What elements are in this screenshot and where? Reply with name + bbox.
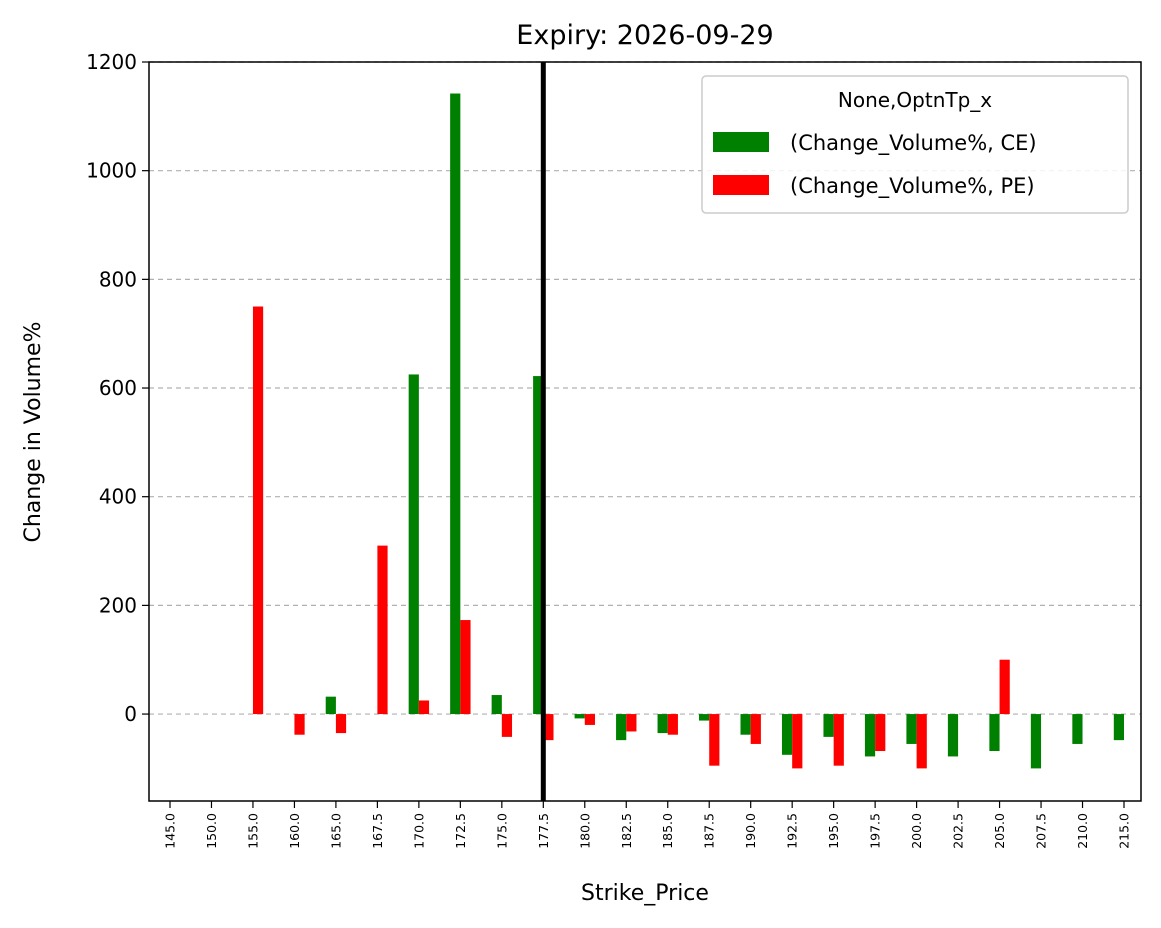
bar-pe-180.0 — [584, 714, 595, 725]
x-tick-label: 195.0 — [826, 813, 841, 849]
bar-ce-165.0 — [325, 696, 336, 715]
x-axis-label: Strike_Price — [581, 881, 709, 906]
bar-pe-175.0 — [501, 714, 513, 737]
bar-pe-182.5 — [626, 714, 637, 732]
bar-ce-195.0 — [823, 714, 834, 737]
x-tick-label: 202.5 — [951, 813, 966, 849]
legend-title: None,OptnTp_x — [838, 88, 992, 112]
x-tick-label: 197.5 — [868, 813, 883, 849]
legend-swatch-pe — [713, 175, 769, 195]
y-tick-label: 800 — [99, 267, 137, 291]
chart-title: Expiry: 2026-09-29 — [516, 20, 773, 51]
x-tick-label: 160.0 — [287, 813, 302, 849]
y-tick-label: 200 — [99, 593, 137, 617]
x-tick-label: 167.5 — [370, 813, 385, 849]
bar-pe-192.5 — [792, 714, 803, 769]
bar-ce-187.5 — [699, 714, 710, 721]
bar-ce-207.5 — [1030, 714, 1042, 769]
x-tick-label: 145.0 — [163, 813, 178, 849]
x-tick-label: 155.0 — [245, 813, 260, 849]
x-axis-ticks: 145.0 150.0 155.0 160.0 165.0 167.5 170.0 172.5… — [163, 801, 1132, 849]
x-tick-label: 192.5 — [785, 813, 800, 849]
bar-pe-170.0 — [418, 700, 430, 715]
x-tick-label: 180.0 — [577, 813, 592, 849]
bar-pe-190.0 — [750, 714, 761, 744]
x-tick-label: 205.0 — [992, 813, 1007, 849]
x-tick-label: 200.0 — [909, 813, 924, 849]
bar-ce-192.5 — [781, 714, 793, 755]
bar-ce-210.0 — [1072, 714, 1083, 744]
bar-pe-195.0 — [833, 714, 844, 766]
x-tick-label: 207.5 — [1034, 813, 1049, 849]
x-tick-label: 170.0 — [411, 813, 426, 849]
bar-pe-187.5 — [709, 714, 720, 766]
bar-ce-182.5 — [616, 714, 627, 741]
plot-frame — [148, 61, 1142, 802]
legend: None,OptnTp_x (Change_Volume%, CE) (Chan… — [701, 75, 1129, 214]
y-axis-ticks: 0 200 400 600 800 1000 1200 — [86, 50, 149, 726]
y-tick-label: 1000 — [86, 159, 137, 183]
x-tick-label: 165.0 — [328, 813, 343, 849]
x-tick-label: 172.5 — [453, 813, 468, 849]
bar-pe-177.5 — [543, 714, 554, 741]
y-tick-label: 600 — [99, 376, 137, 400]
bar-ce-215.0 — [1113, 714, 1124, 741]
bar-pe-197.5 — [875, 714, 886, 752]
bar-ce-177.5 — [533, 376, 544, 715]
bar-ce-202.5 — [947, 714, 959, 757]
bar-ce-205.0 — [989, 714, 1000, 752]
x-tick-label: 215.0 — [1117, 813, 1132, 849]
legend-label-ce: (Change_Volume%, CE) — [790, 131, 1037, 156]
bar-ce-172.5 — [450, 93, 461, 715]
bar-pe-155.0 — [252, 306, 264, 715]
bar-ce-197.5 — [864, 714, 876, 757]
bar-pe-185.0 — [667, 714, 678, 735]
y-tick-label: 1200 — [86, 50, 137, 74]
legend-frame — [701, 75, 1129, 214]
bar-ce-170.0 — [408, 374, 419, 715]
bar-pe-165.0 — [335, 714, 347, 734]
y-tick-label: 0 — [124, 702, 137, 726]
bars — [252, 93, 1124, 769]
x-tick-label: 190.0 — [743, 813, 758, 849]
x-tick-label: 182.5 — [619, 813, 634, 849]
y-tick-label: 400 — [99, 485, 137, 509]
bar-ce-200.0 — [906, 714, 917, 744]
bar-pe-160.0 — [294, 714, 305, 735]
legend-swatch-ce — [713, 132, 769, 152]
bar-ce-180.0 — [574, 714, 585, 719]
bar-ce-190.0 — [740, 714, 751, 735]
bar-pe-167.5 — [377, 545, 388, 715]
bar-ce-175.0 — [491, 695, 502, 715]
x-tick-label: 210.0 — [1075, 813, 1090, 849]
x-tick-label: 150.0 — [204, 813, 219, 849]
x-tick-label: 175.0 — [494, 813, 509, 849]
bar-pe-205.0 — [999, 659, 1010, 715]
legend-label-pe: (Change_Volume%, PE) — [790, 174, 1035, 199]
bar-pe-172.5 — [460, 620, 471, 715]
x-tick-label: 185.0 — [660, 813, 675, 849]
bar-ce-185.0 — [657, 714, 668, 734]
x-tick-label: 177.5 — [536, 813, 551, 849]
bar-pe-200.0 — [916, 714, 927, 769]
x-tick-label: 187.5 — [702, 813, 717, 849]
y-axis-label: Change in Volume% — [21, 322, 46, 543]
